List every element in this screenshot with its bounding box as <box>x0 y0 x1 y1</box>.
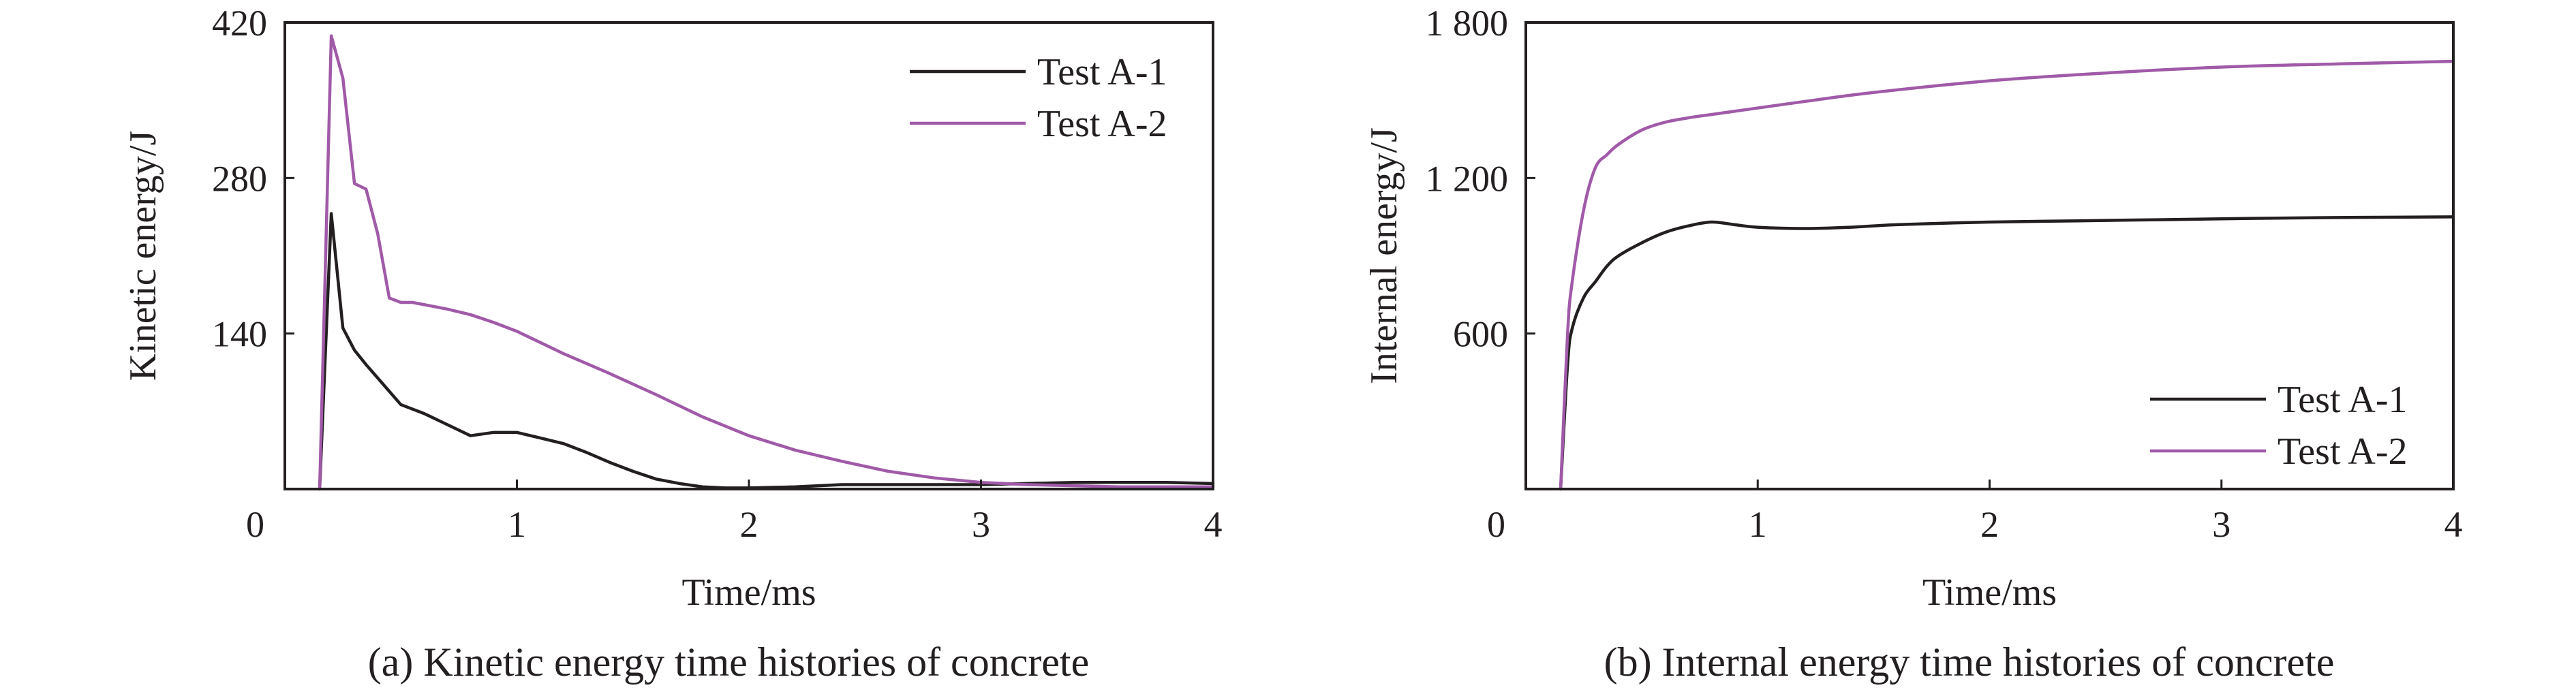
x-axis-title: Time/ms <box>1922 571 2057 614</box>
y-axis-title: Internal energy/J <box>1363 127 1405 384</box>
x-tick-label: 0 <box>1487 504 1505 545</box>
y-tick-label: 1 800 <box>1426 3 1509 44</box>
x-tick-label: 4 <box>1204 504 1223 545</box>
x-tick-label: 2 <box>1980 504 1999 545</box>
chart-panel-internal: 0 1 2 3 4 600 1 200 1 800 Time/ms Internal energy… <box>1363 3 2463 685</box>
y-tick-label: 420 <box>212 3 267 44</box>
x-tick-label: 2 <box>740 504 758 545</box>
legend-label: Test A-1 <box>2278 379 2408 421</box>
x-tick-label: 0 <box>246 504 264 545</box>
y-tick-label: 600 <box>1453 314 1508 355</box>
series-line-1 <box>1559 215 2455 491</box>
x-tick-label: 3 <box>972 504 990 545</box>
series-line-2 <box>318 34 1215 491</box>
x-tick-label: 1 <box>1749 504 1767 545</box>
legend-label: Test A-1 <box>1037 51 1167 93</box>
figure-caption: (a) Kinetic energy time histories of con… <box>368 640 1089 685</box>
legend-label: Test A-2 <box>1037 103 1167 145</box>
legend-label: Test A-2 <box>2278 430 2408 473</box>
x-tick-label: 3 <box>2212 504 2230 545</box>
y-axis-title: Kinetic energy/J <box>122 131 164 381</box>
legend: Test A-1 Test A-2 <box>2150 379 2408 473</box>
chart-panel-kinetic: 0 1 2 3 4 140 280 420 Time/ms Kinetic energy/J (a)… <box>122 3 1223 685</box>
series-line-1 <box>318 212 1215 491</box>
x-axis-title: Time/ms <box>681 571 816 614</box>
y-tick-label: 140 <box>212 314 267 355</box>
y-tick-label: 1 200 <box>1426 158 1509 199</box>
legend: Test A-1 Test A-2 <box>910 51 1167 145</box>
figure-caption: (b) Internal energy time histories of co… <box>1604 640 2335 685</box>
series-line-2 <box>1559 59 2455 491</box>
x-tick-label: 4 <box>2444 504 2463 545</box>
x-tick-label: 1 <box>508 504 526 545</box>
y-tick-label: 280 <box>212 158 267 199</box>
